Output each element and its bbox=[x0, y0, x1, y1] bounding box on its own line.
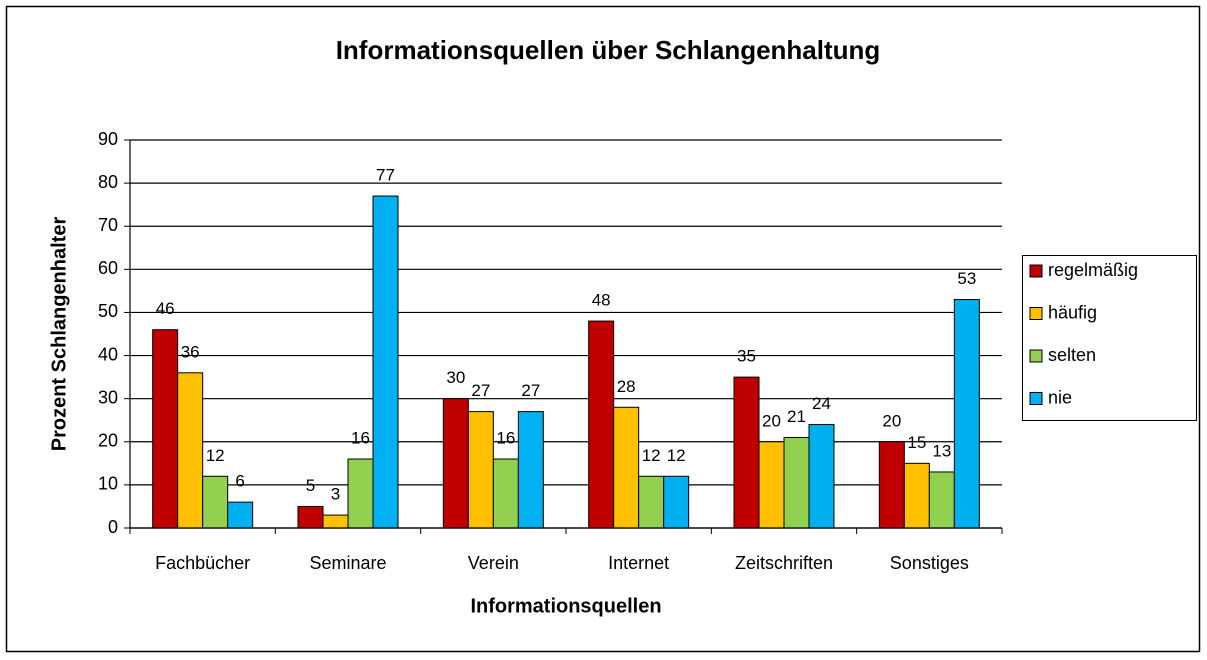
bar bbox=[202, 475, 229, 529]
bar bbox=[878, 441, 905, 529]
value-label: 20 bbox=[882, 411, 901, 430]
x-tick-label: Zeitschriften bbox=[735, 553, 833, 573]
value-label: 15 bbox=[907, 433, 926, 452]
bar bbox=[638, 475, 665, 529]
y-tick-label: 20 bbox=[98, 431, 118, 451]
value-label: 27 bbox=[521, 381, 540, 400]
bar bbox=[347, 458, 374, 529]
y-tick-label: 0 bbox=[108, 517, 118, 537]
value-label: 12 bbox=[667, 446, 686, 465]
bar bbox=[953, 299, 980, 529]
legend-label: nie bbox=[1048, 387, 1072, 407]
bar bbox=[903, 462, 930, 529]
x-tick-label: Internet bbox=[608, 553, 669, 573]
y-tick-label: 80 bbox=[98, 172, 118, 192]
y-tick-label: 90 bbox=[98, 129, 118, 149]
y-tick-label: 10 bbox=[98, 474, 118, 494]
bar bbox=[442, 398, 469, 529]
value-label: 24 bbox=[812, 394, 831, 413]
value-label: 48 bbox=[592, 291, 611, 310]
value-label: 16 bbox=[351, 429, 370, 448]
bar bbox=[758, 441, 785, 529]
value-label: 53 bbox=[957, 269, 976, 288]
value-label: 30 bbox=[446, 368, 465, 387]
bar bbox=[928, 471, 955, 529]
y-tick-label: 30 bbox=[98, 387, 118, 407]
bar bbox=[783, 436, 810, 529]
value-label: 36 bbox=[181, 342, 200, 361]
bar bbox=[613, 406, 640, 529]
bar bbox=[733, 376, 760, 529]
bar bbox=[297, 505, 324, 529]
x-axis-title: Informationsquellen bbox=[470, 595, 661, 617]
bar bbox=[492, 458, 519, 529]
value-label: 5 bbox=[306, 476, 315, 495]
value-label: 28 bbox=[617, 377, 636, 396]
value-label: 27 bbox=[471, 381, 490, 400]
legend-label: selten bbox=[1048, 345, 1096, 365]
legend-label: häufig bbox=[1048, 302, 1097, 322]
y-tick-label: 70 bbox=[98, 215, 118, 235]
legend-swatch bbox=[1029, 264, 1043, 278]
value-label: 21 bbox=[787, 407, 806, 426]
bar bbox=[808, 424, 835, 529]
value-label: 35 bbox=[737, 347, 756, 366]
x-tick-label: Seminare bbox=[309, 553, 386, 573]
legend-swatch bbox=[1029, 392, 1043, 405]
value-label: 12 bbox=[206, 446, 225, 465]
bar bbox=[322, 514, 349, 529]
bar bbox=[467, 411, 494, 529]
bar bbox=[372, 195, 399, 529]
x-tick-label: Sonstiges bbox=[890, 553, 969, 573]
y-tick-label: 50 bbox=[98, 301, 118, 321]
y-tick-label: 40 bbox=[98, 344, 118, 364]
value-label: 6 bbox=[235, 472, 244, 491]
x-tick-label: Fachbücher bbox=[155, 553, 250, 573]
bar bbox=[588, 320, 615, 529]
bar bbox=[177, 372, 204, 529]
legend-swatch bbox=[1029, 307, 1043, 320]
bar bbox=[517, 411, 544, 529]
bar bbox=[663, 475, 690, 529]
legend-swatch bbox=[1029, 349, 1043, 363]
chart-title: Informationsquellen über Schlangenhaltun… bbox=[336, 35, 881, 65]
y-axis-title: Prozent Schlangenhalter bbox=[48, 217, 70, 452]
value-label: 12 bbox=[642, 446, 661, 465]
legend bbox=[1022, 255, 1197, 421]
value-label: 16 bbox=[496, 429, 515, 448]
value-label: 20 bbox=[762, 411, 781, 430]
value-label: 46 bbox=[156, 299, 175, 318]
value-label: 13 bbox=[932, 441, 951, 460]
bar bbox=[227, 501, 254, 529]
value-label: 77 bbox=[376, 166, 395, 185]
value-label: 3 bbox=[331, 485, 340, 504]
x-tick-label: Verein bbox=[468, 553, 519, 573]
y-tick-label: 60 bbox=[98, 258, 118, 278]
bar bbox=[152, 329, 179, 529]
legend-label: regelmäßig bbox=[1048, 260, 1138, 280]
